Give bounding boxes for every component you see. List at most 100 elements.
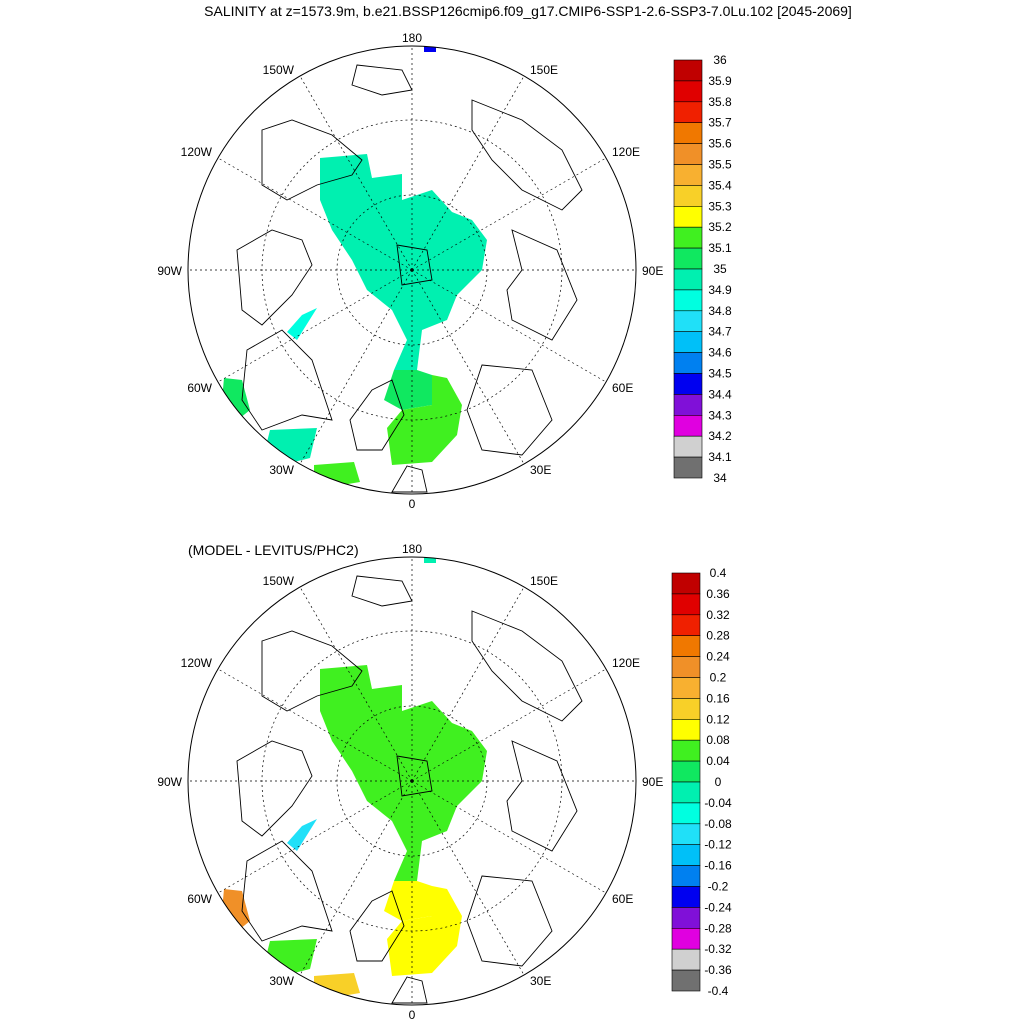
colorbar-tick-label: 35.9 <box>708 74 732 88</box>
longitude-label-90E: 90E <box>642 264 663 278</box>
region-baffin-bay <box>287 819 317 851</box>
colorbar-swatch <box>673 435 703 458</box>
region-labrador-sea <box>222 889 250 929</box>
coastline <box>396 755 433 797</box>
colorbar-tick-label: -0.12 <box>704 838 732 852</box>
colorbar-tick-label: -0.2 <box>708 880 729 894</box>
colorbar-tick-label: -0.24 <box>704 900 732 914</box>
colorbar-swatch <box>671 886 701 908</box>
colorbar-tick-label: 0.24 <box>706 650 730 664</box>
colorbar-swatch <box>671 677 701 699</box>
meridian <box>299 780 413 976</box>
region-irminger-basin <box>267 428 317 462</box>
colorbar-tick-label: 0.4 <box>710 566 727 580</box>
coastline <box>261 119 363 201</box>
region-norwegian-sea <box>387 886 462 976</box>
longitude-label-60E: 60E <box>612 381 633 395</box>
colorbar-swatch <box>671 572 701 595</box>
coastline <box>349 379 405 451</box>
longitude-label-150W: 150W <box>263 63 295 77</box>
coastline <box>471 610 583 722</box>
region-fram-strait-greenland-sea <box>384 881 432 921</box>
colorbar-swatch <box>671 969 701 992</box>
difference-map-panel: (MODEL - LEVITUS/PHC2) 180 150E 120E 90E 60E 3… <box>157 542 732 1022</box>
meridian <box>411 157 607 271</box>
colorbar-tick-label: 34.8 <box>708 304 732 318</box>
coastline <box>506 740 578 852</box>
coastline <box>241 840 333 942</box>
colorbar-tick-label: 0.2 <box>710 671 727 685</box>
meridian <box>299 75 413 271</box>
meridian <box>411 780 607 894</box>
region-baffin-bay <box>287 308 317 340</box>
colorbar-tick-label: 0.04 <box>706 754 730 768</box>
coastline <box>261 630 363 712</box>
colorbar-tick-label: 0.32 <box>706 608 730 622</box>
coastline <box>391 465 428 493</box>
coastline <box>506 229 578 341</box>
colorbar-swatch <box>671 593 701 616</box>
longitude-label-60W: 60W <box>187 892 212 906</box>
longitude-label-0: 0 <box>409 497 416 511</box>
colorbar-tick-label: 36 <box>713 53 727 67</box>
colorbar-tick-label: -0.04 <box>704 796 732 810</box>
colorbar-tick-label: 34.9 <box>708 283 732 297</box>
longitude-label-150W: 150W <box>263 574 295 588</box>
longitude-label-120E: 120E <box>612 145 640 159</box>
meridian <box>299 586 413 782</box>
colorbar-tick-label: -0.16 <box>704 859 732 873</box>
colorbar-tick-label: 0.12 <box>706 712 730 726</box>
colorbar-tick-label: 35 <box>713 262 727 276</box>
meridian <box>411 75 525 271</box>
meridian <box>411 269 525 465</box>
coastline <box>236 740 313 837</box>
colorbar-swatch <box>673 185 703 207</box>
colorbar-tick-label: 35.4 <box>708 178 732 192</box>
colorbar-swatch <box>673 414 703 437</box>
colorbar-swatch <box>673 373 703 395</box>
longitude-label-150E: 150E <box>530 574 558 588</box>
colorbar-tick-label: 0.36 <box>706 587 730 601</box>
colorbar-swatch <box>673 80 703 103</box>
colorbar-swatch <box>671 760 701 783</box>
map-area <box>188 46 636 494</box>
colorbar-swatch <box>673 247 703 270</box>
colorbar-swatch <box>673 310 703 332</box>
salinity-map-panel: 180 150E 120E 90E 60E 30E 0 30W 60W 90W 120W 150W 36… <box>157 31 732 511</box>
coastline <box>466 875 553 967</box>
colorbar-tick-label: 34.3 <box>708 408 732 422</box>
coastline <box>351 575 413 607</box>
region-irminger-basin <box>267 939 317 973</box>
colorbar-swatch <box>673 268 703 291</box>
region-iceland-basin <box>314 973 360 996</box>
colorbar-tick-label: 35.8 <box>708 95 732 109</box>
colorbar-tick-label: 34 <box>713 471 727 485</box>
meridian <box>411 668 607 782</box>
colorbar-tick-label: 34.6 <box>708 346 732 360</box>
panel-title: (MODEL - LEVITUS/PHC2) <box>188 542 359 558</box>
longitude-label-30E: 30E <box>530 974 551 988</box>
colorbar-tick-label: 35.3 <box>708 199 732 213</box>
meridian <box>411 269 607 383</box>
longitude-label-180: 180 <box>402 31 422 45</box>
colorbar-tick-label: 0.28 <box>706 629 730 643</box>
map-area <box>188 557 636 1005</box>
coastline <box>351 64 413 96</box>
colorbar-tick-label: 35.5 <box>708 158 732 172</box>
colorbar-swatch <box>671 802 701 825</box>
colorbar-tick-label: -0.36 <box>704 963 732 977</box>
longitude-label-60W: 60W <box>187 381 212 395</box>
colorbar-tick-label: 35.1 <box>708 241 732 255</box>
region-north-pacific-edge <box>424 46 436 52</box>
colorbar-swatch <box>671 844 701 866</box>
meridian <box>411 780 525 976</box>
meridian <box>411 586 525 782</box>
colorbar-swatch <box>673 143 703 165</box>
coastline <box>236 229 313 326</box>
longitude-label-30W: 30W <box>269 974 294 988</box>
colorbar-swatch <box>673 456 703 479</box>
colorbar-swatch <box>673 331 703 353</box>
meridian <box>217 780 413 894</box>
region-labrador-sea <box>222 378 250 418</box>
colorbar-swatch <box>671 656 701 678</box>
